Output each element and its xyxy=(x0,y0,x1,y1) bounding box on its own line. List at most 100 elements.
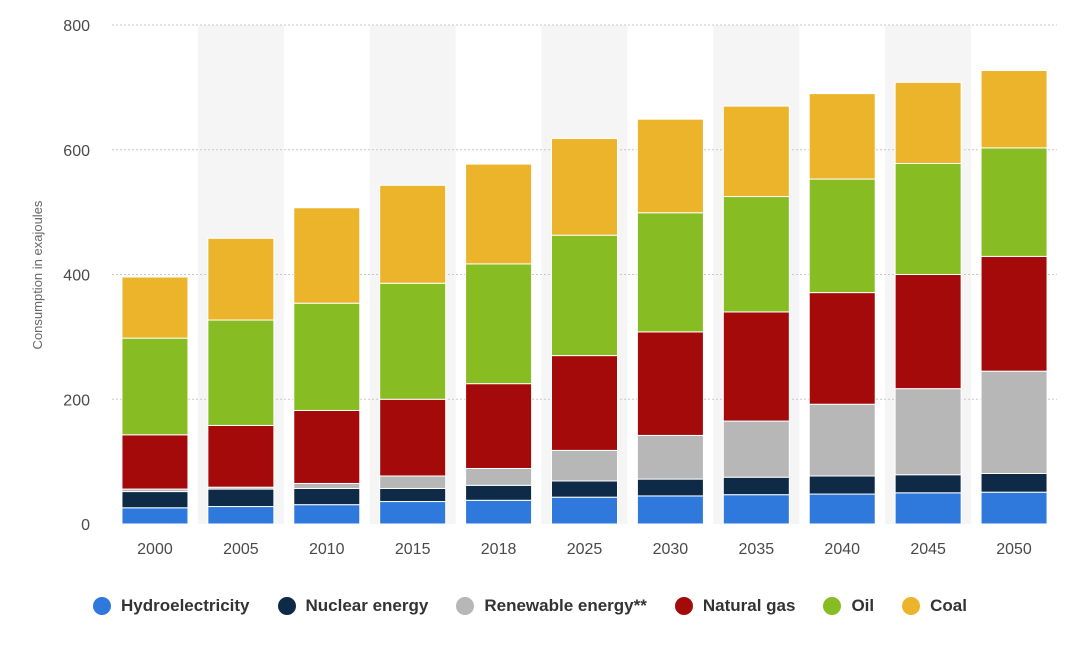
bar-segment xyxy=(980,147,1048,257)
legend-swatch xyxy=(277,597,296,615)
bar-segment xyxy=(551,234,618,357)
bar-segment xyxy=(207,424,275,488)
bar-segment xyxy=(293,487,361,506)
bar-segment xyxy=(808,403,876,477)
legend-item[interactable]: Renewable energy** xyxy=(456,596,647,616)
bar-segment xyxy=(293,504,361,525)
legend-swatch xyxy=(902,597,921,615)
bar-segment xyxy=(808,292,876,405)
x-tick-label: 2050 xyxy=(996,541,1032,558)
x-tick-label: 2025 xyxy=(567,541,603,558)
bar-segment xyxy=(207,319,275,426)
bar-segment xyxy=(894,274,962,390)
bar-segment xyxy=(808,93,876,180)
bar-segment xyxy=(465,383,533,469)
bar-segment xyxy=(379,398,447,477)
bar-segment xyxy=(207,488,275,508)
bar-segment xyxy=(894,492,962,525)
bar-segment xyxy=(808,178,876,294)
bar-segment xyxy=(121,276,189,339)
legend-swatch xyxy=(674,597,693,615)
bar-segment xyxy=(980,255,1048,372)
y-axis-label: Consumption in exajoules xyxy=(30,200,45,349)
bar-segment xyxy=(980,491,1048,525)
legend-label: Nuclear energy xyxy=(305,596,429,615)
x-tick-label: 2030 xyxy=(653,541,689,558)
bar-segment xyxy=(551,480,618,498)
bar-segment xyxy=(465,163,533,265)
bar-segment xyxy=(379,475,447,489)
bar-segment xyxy=(636,478,704,497)
bar-segment xyxy=(808,493,876,525)
legend-label: Hydroelectricity xyxy=(121,596,250,615)
y-tick-label: 0 xyxy=(81,517,90,534)
bar-segment xyxy=(207,237,275,321)
bar-segment xyxy=(894,81,962,164)
legend-item[interactable]: Hydroelectricity xyxy=(93,596,250,616)
bar-segment xyxy=(551,355,618,451)
bar-segment xyxy=(207,506,275,525)
bar-segment xyxy=(293,482,361,489)
x-tick-label: 2018 xyxy=(481,541,517,558)
x-tick-label: 2000 xyxy=(137,541,173,558)
bar-segment xyxy=(722,476,790,496)
bar-segment xyxy=(722,420,790,478)
y-tick-label: 200 xyxy=(63,392,90,409)
bar-segment xyxy=(808,475,876,495)
bar-segment xyxy=(551,138,618,236)
bar-segment xyxy=(293,207,361,304)
legend-label: Renewable energy** xyxy=(484,596,647,615)
bar-segment xyxy=(121,337,189,436)
bar-segment xyxy=(636,331,704,436)
bar-segment xyxy=(636,118,704,214)
legend-label: Oil xyxy=(851,596,875,615)
bar-segment xyxy=(636,434,704,480)
legend-swatch xyxy=(93,597,111,615)
bar-segment xyxy=(894,162,962,275)
bar-segment xyxy=(293,409,361,484)
bar-segment xyxy=(465,484,533,501)
legend-item[interactable]: Nuclear energy xyxy=(277,596,429,616)
bar-segment xyxy=(636,212,704,333)
y-axis-ticks: 0 200 400 600 800 xyxy=(63,18,90,534)
x-tick-label: 2005 xyxy=(223,541,259,558)
x-tick-label: 2010 xyxy=(309,541,345,558)
legend-swatch xyxy=(456,597,475,615)
bar-segment xyxy=(465,467,533,486)
legend-item[interactable]: Coal xyxy=(902,596,967,616)
legend-item[interactable]: Natural gas xyxy=(674,596,796,616)
bar-segment xyxy=(980,472,1048,493)
bar-segment xyxy=(379,184,447,284)
bar-segment xyxy=(894,474,962,494)
x-tick-label: 2040 xyxy=(824,541,860,558)
bar-segment xyxy=(379,487,447,503)
bar-segment xyxy=(379,501,447,525)
y-tick-label: 400 xyxy=(63,268,90,285)
bar-segment xyxy=(722,494,790,525)
bars xyxy=(121,70,1048,525)
legend-swatch xyxy=(823,597,842,615)
x-axis-ticks: 2000 2005 2010 2015 2018 2025 2030 2035 2040 2045… xyxy=(137,541,1032,558)
bar-segment xyxy=(722,196,790,313)
x-tick-label: 2045 xyxy=(910,541,946,558)
bar-segment xyxy=(465,499,533,525)
bar-segment xyxy=(894,388,962,476)
bar-segment xyxy=(551,496,618,525)
bar-segment xyxy=(465,263,533,385)
legend-item[interactable]: Oil xyxy=(823,596,874,616)
bar-segment xyxy=(636,495,704,525)
bar-segment xyxy=(722,311,790,422)
bar-segment xyxy=(551,449,618,482)
bar-segment xyxy=(121,507,189,525)
bar-segment xyxy=(293,302,361,411)
bar-segment xyxy=(980,70,1048,149)
legend-label: Natural gas xyxy=(702,596,796,615)
bar-segment xyxy=(980,370,1048,474)
bar-segment xyxy=(121,434,189,490)
bar-segment xyxy=(121,491,189,509)
legend: Hydroelectricity Nuclear energy Renewable … xyxy=(93,596,967,616)
y-tick-label: 800 xyxy=(63,18,90,35)
bar-segment xyxy=(379,282,447,400)
